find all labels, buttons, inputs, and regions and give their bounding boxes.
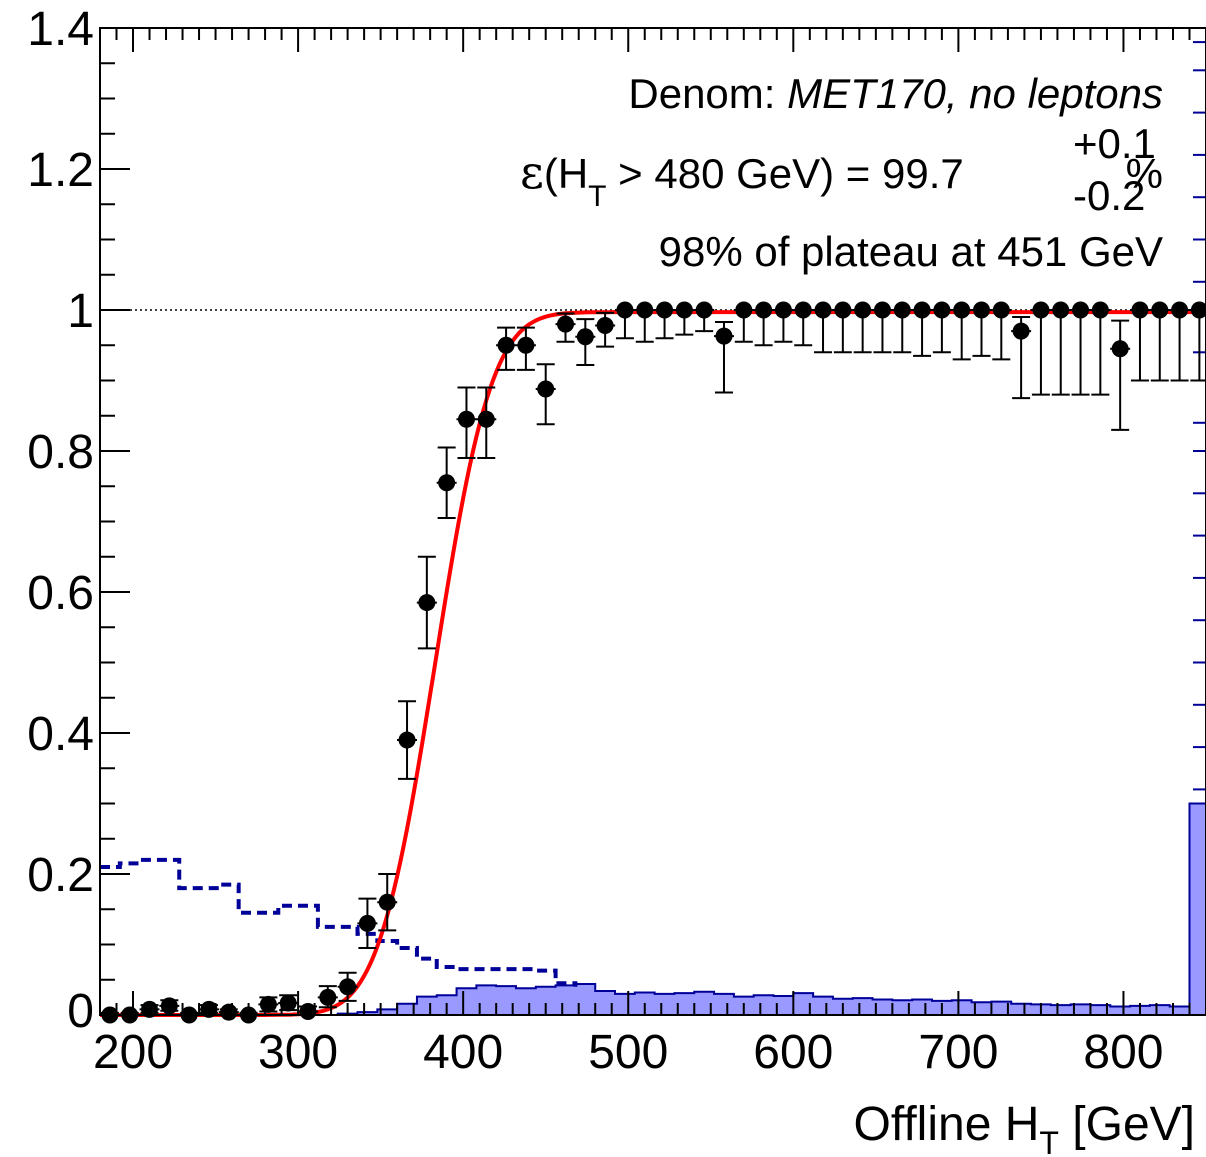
- denominator-histogram: [100, 857, 578, 987]
- data-point: [814, 301, 832, 319]
- data-point: [834, 301, 852, 319]
- x-tick-label: 600: [753, 1026, 833, 1079]
- x-tick-label: 400: [423, 1026, 503, 1079]
- efficiency-open: (H: [544, 150, 588, 197]
- x-tick-label: 700: [918, 1026, 998, 1079]
- data-point: [1012, 322, 1030, 340]
- data-point: [517, 336, 535, 354]
- data-point: [576, 328, 594, 346]
- efficiency-symbol: ε: [520, 145, 544, 199]
- data-point: [695, 301, 713, 319]
- data-point: [1032, 301, 1050, 319]
- x-axis-title-sub: T: [1039, 1125, 1059, 1157]
- data-point: [160, 997, 178, 1015]
- data-point: [675, 301, 693, 319]
- x-tick-label: 800: [1083, 1026, 1163, 1079]
- y-tick-label: 0.2: [27, 849, 94, 902]
- data-point: [1091, 301, 1109, 319]
- data-point: [636, 301, 654, 319]
- denominator-value: MET170, no leptons: [787, 70, 1163, 117]
- data-point: [1072, 301, 1090, 319]
- y-tick-label: 1.4: [27, 3, 94, 56]
- data-point: [1151, 301, 1169, 319]
- y-tick-label: 1: [67, 285, 94, 338]
- x-tick-label: 500: [588, 1026, 668, 1079]
- data-point: [457, 410, 475, 428]
- data-point: [1111, 340, 1129, 358]
- data-point: [774, 301, 792, 319]
- data-point: [596, 317, 614, 335]
- data-point: [557, 315, 575, 333]
- data-point: [537, 380, 555, 398]
- data-point: [259, 995, 277, 1013]
- data-point: [735, 301, 753, 319]
- denominator-prefix: Denom:: [628, 70, 787, 117]
- data-point: [873, 301, 891, 319]
- plateau-annotation: 98% of plateau at 451 GeV: [659, 228, 1163, 275]
- data-point: [755, 301, 773, 319]
- data-point: [418, 594, 436, 612]
- data-point: [477, 410, 495, 428]
- data-point: [854, 301, 872, 319]
- y-tick-label: 1.2: [27, 144, 94, 197]
- x-axis-title-main: Offline H: [854, 1098, 1040, 1151]
- data-point: [1052, 301, 1070, 319]
- efficiency-cut: > 480 GeV) = 99.7: [607, 150, 964, 197]
- data-point: [1171, 301, 1189, 319]
- data-point: [616, 301, 634, 319]
- data-point: [398, 731, 416, 749]
- efficiency-sub: T: [588, 180, 606, 213]
- data-point: [200, 1000, 218, 1018]
- data-point: [358, 914, 376, 932]
- data-point: [933, 301, 951, 319]
- efficiency-annotation: ε(HT > 480 GeV) = 99.7 +0.1 -0.2 %: [520, 120, 1163, 219]
- data-point: [992, 301, 1010, 319]
- efficiency-error-down: -0.2: [1073, 172, 1145, 219]
- denominator-annotation: Denom: MET170, no leptons: [628, 70, 1163, 117]
- y-tick-label: 0.6: [27, 567, 94, 620]
- data-point: [1190, 301, 1206, 319]
- data-point: [497, 336, 515, 354]
- data-point: [972, 301, 990, 319]
- y-tick-label: 0.4: [27, 708, 94, 761]
- efficiency-points-layer: [99, 301, 1206, 1024]
- data-point: [378, 893, 396, 911]
- data-point: [438, 474, 456, 492]
- efficiency-unit: %: [1126, 150, 1163, 197]
- data-point: [339, 978, 357, 996]
- x-axis-title-unit: [GeV]: [1059, 1098, 1195, 1151]
- numerator-histogram: [100, 802, 1206, 1016]
- data-point: [893, 301, 911, 319]
- efficiency-error-up: +0.1: [1073, 120, 1156, 167]
- axes-layer: 200 300 400 500 600 700 800 0 0.2 0.4 0.6 0.8 1 1.2 1.…: [27, 3, 1206, 1079]
- data-point: [1131, 301, 1149, 319]
- svg-text:ε(HT > 480 GeV) = 99.7: ε(HT > 480 GeV) = 99.7: [520, 145, 964, 213]
- histogram-layer: [100, 41, 1206, 1016]
- data-point: [656, 301, 674, 319]
- data-point: [319, 988, 337, 1006]
- x-axis-title: Offline HT [GeV]: [854, 1098, 1195, 1157]
- data-point: [794, 301, 812, 319]
- data-point: [715, 327, 733, 345]
- x-tick-label: 200: [93, 1026, 173, 1079]
- y-tick-label: 0: [67, 985, 94, 1038]
- data-point: [279, 994, 297, 1012]
- data-point: [953, 301, 971, 319]
- data-point: [913, 301, 931, 319]
- y-tick-label: 0.8: [27, 426, 94, 479]
- x-tick-label: 300: [258, 1026, 338, 1079]
- data-point: [220, 1003, 238, 1021]
